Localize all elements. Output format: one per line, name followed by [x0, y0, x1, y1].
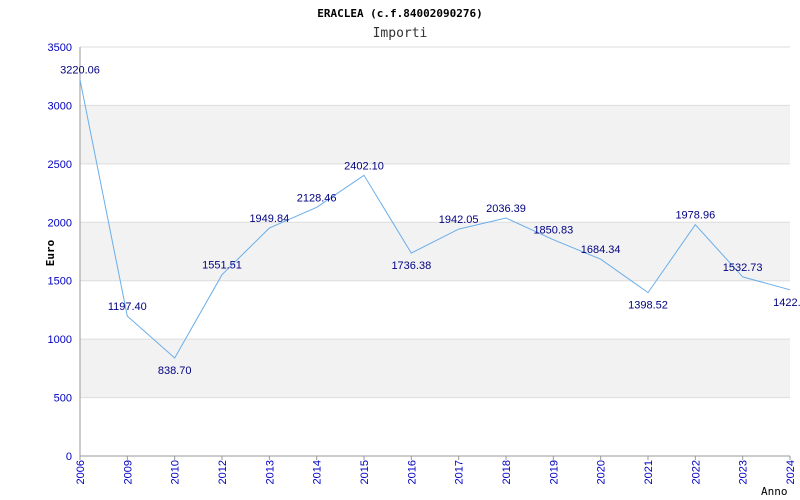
y-tick-labels: 0 500 1000 1500 2000 2500 3000 3500	[48, 42, 72, 463]
data-label: 3220.06	[60, 65, 100, 77]
x-tick-label: 2016	[406, 460, 418, 484]
chart-title: ERACLEA (c.f.84002090276)	[317, 7, 483, 20]
data-label: 1850.83	[533, 225, 573, 237]
data-label: 1532.73	[723, 262, 763, 274]
y-tick-label: 3500	[48, 42, 72, 54]
x-tick-label: 2019	[548, 460, 560, 484]
y-tick-label: 3000	[48, 100, 72, 112]
x-tick-label: 2024	[785, 460, 797, 484]
y-tick-label: 2500	[48, 159, 72, 171]
data-labels: 3220.06 1197.40 838.70 1551.51 1949.84 2128.4…	[60, 65, 800, 377]
y-tick-label: 1500	[48, 276, 72, 288]
y-tick-label: 1000	[48, 334, 72, 346]
x-tick-label: 2022	[690, 460, 702, 484]
x-tick-label: 2012	[217, 460, 229, 484]
series-line	[79, 79, 791, 359]
y-tick-label: 0	[66, 451, 72, 463]
data-label: 838.70	[158, 365, 192, 377]
grid-bands	[80, 105, 790, 398]
y-tick-label: 500	[54, 393, 72, 405]
data-label: 1942.05	[439, 214, 479, 226]
x-tick-label: 2018	[501, 460, 513, 484]
x-tick-label: 2014	[312, 460, 324, 484]
x-axis-label: Anno	[761, 485, 788, 498]
x-tick-label: 2009	[122, 460, 134, 484]
grid-band	[80, 339, 790, 398]
x-tick-label: 2021	[643, 460, 655, 484]
data-label: 2036.39	[486, 203, 526, 215]
x-tick-labels: 2006 2009 2010 2012 2013 2014 2015 2016 2017 2018…	[75, 456, 797, 484]
x-tick-label: 2015	[359, 460, 371, 484]
data-label: 1197.40	[108, 301, 147, 313]
x-tick-label: 2006	[75, 460, 87, 484]
data-label: 1684.34	[581, 244, 621, 256]
data-label: 2402.10	[344, 160, 384, 172]
data-label: 1736.38	[391, 260, 431, 272]
x-tick-label: 2010	[170, 460, 182, 484]
data-label: 1978.96	[675, 210, 715, 222]
x-tick-label: 2013	[264, 460, 276, 484]
data-label: 1949.84	[249, 213, 289, 225]
data-label: 1422.0	[773, 297, 800, 309]
data-label: 1398.52	[628, 300, 668, 312]
data-label: 1551.51	[202, 260, 242, 272]
x-tick-label: 2020	[596, 460, 608, 484]
chart-subtitle: Importi	[373, 26, 428, 41]
x-tick-label: 2023	[738, 460, 750, 484]
y-tick-label: 2000	[48, 217, 72, 229]
grid-band	[80, 105, 790, 164]
grid-band	[80, 222, 790, 281]
y-axis-label: Euro	[44, 239, 57, 266]
data-label: 2128.46	[297, 192, 337, 204]
x-tick-label: 2017	[454, 460, 466, 484]
